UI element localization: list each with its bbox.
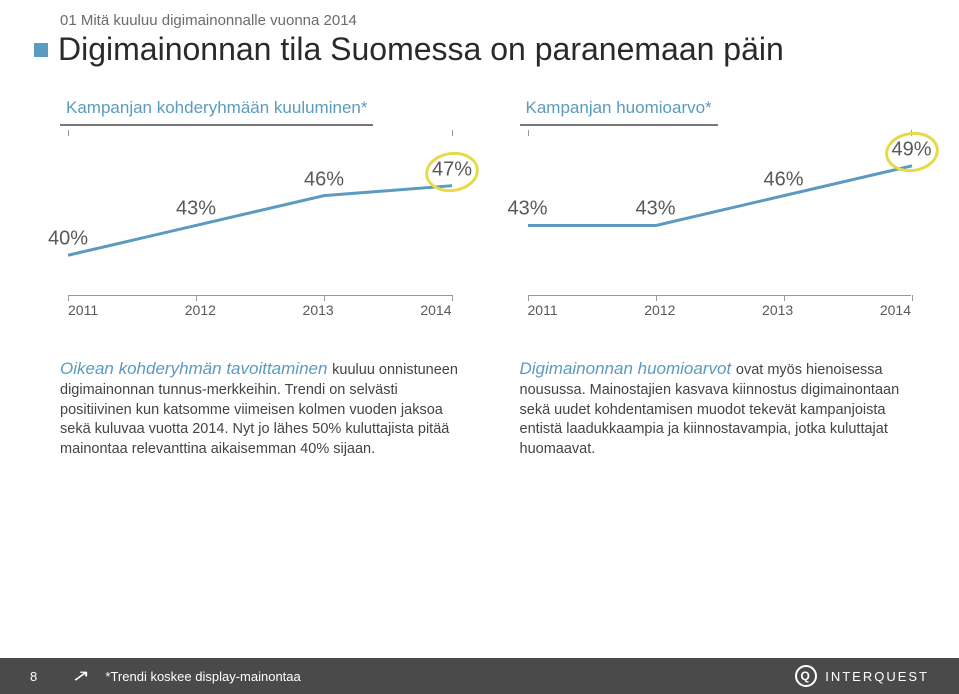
body-left: Oikean kohderyhmän tavoittaminen kuuluu … [60,358,460,459]
axis-category: 2011 [68,302,98,318]
chart-2-axis: 2011 2012 2013 2014 [528,302,912,318]
chart-2-area: 43%43%46%49% [528,136,912,296]
axis-category: 2011 [528,302,558,318]
chart-data-label: 46% [304,168,344,191]
chart-1-label: Kampanjan kohderyhmään kuuluminen* [60,94,373,126]
chart-data-label: 40% [48,228,88,251]
arrow-icon: ↗ [71,666,90,686]
chart-data-label: 43% [507,198,547,221]
axis-category: 2014 [420,302,451,318]
body-right-lead: Digimainonnan huomioarvot [520,359,736,378]
axis-category: 2012 [644,302,675,318]
chart-1-line [68,136,452,295]
chart-data-label: 43% [635,198,675,221]
chart-2-line [528,136,912,295]
chart-2-label: Kampanjan huomioarvo* [520,94,718,126]
body-left-lead: Oikean kohderyhmän tavoittaminen [60,359,332,378]
body-right: Digimainonnan huomioarvot ovat myös hien… [520,358,920,459]
slide-page: 01 Mitä kuuluu digimainonnalle vuonna 20… [0,0,959,694]
axis-category: 2012 [185,302,216,318]
chart-1-area: 40%43%46%47% [68,136,452,296]
chart-1-axis: 2011 2012 2013 2014 [68,302,452,318]
page-title: Digimainonnan tila Suomessa on paranemaa… [58,31,784,68]
brand-logo-icon: Q [795,665,817,687]
chart-2: Kampanjan huomioarvo* 43%43%46%49% 20112… [520,94,920,318]
title-row: Digimainonnan tila Suomessa on paranemaa… [60,31,919,68]
chart-data-label: 43% [176,198,216,221]
axis-category: 2013 [762,302,793,318]
brand-name: INTERQUEST [825,669,929,684]
section-label: 01 Mitä kuuluu digimainonnalle vuonna 20… [60,12,919,29]
chart-data-label: 46% [763,168,803,191]
brand: Q INTERQUEST [795,665,929,687]
chart-1: Kampanjan kohderyhmään kuuluminen* 40%43… [60,94,460,318]
footer: 8 ↗ *Trendi koskee display-mainontaa Q I… [0,658,959,694]
axis-category: 2014 [880,302,911,318]
page-number: 8 [30,669,70,684]
title-bullet-icon [34,43,48,57]
body-row: Oikean kohderyhmän tavoittaminen kuuluu … [60,358,919,459]
axis-category: 2013 [303,302,334,318]
charts-row: Kampanjan kohderyhmään kuuluminen* 40%43… [60,94,919,318]
footer-note: *Trendi koskee display-mainontaa [105,669,300,684]
